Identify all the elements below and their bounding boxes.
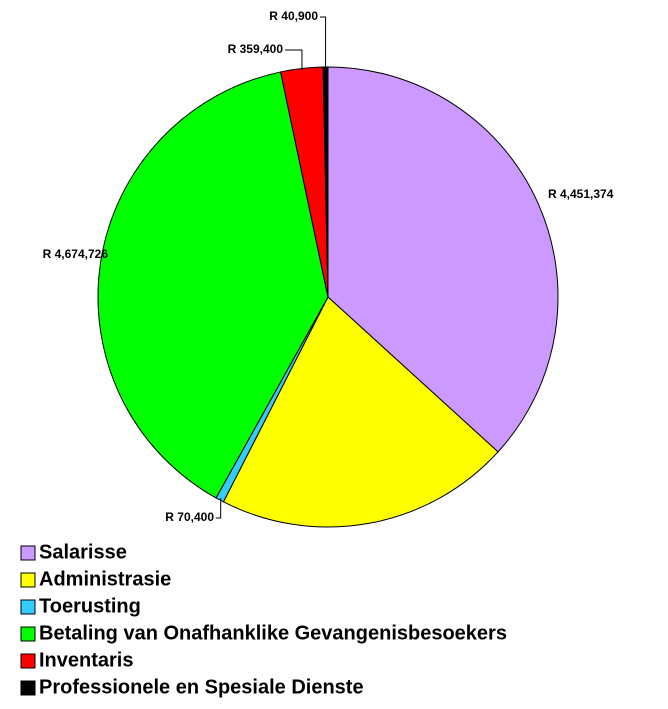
data-label: R 40,900 (269, 9, 318, 23)
pie-slice (327, 66, 559, 453)
legend-label: Toerusting (39, 595, 141, 617)
legend-label: Inventaris (39, 649, 133, 671)
legend-label: Betaling van Onafhanklike Gevangenisbeso… (39, 622, 507, 644)
legend-label: Professionele en Spesiale Dienste (39, 676, 364, 698)
data-label: R 359,400 (228, 42, 284, 56)
pie-slice (97, 71, 329, 499)
leader-line (285, 49, 303, 71)
data-label: R 4,674,726 (43, 247, 109, 261)
leader-line (216, 498, 222, 519)
data-label: R 70,400 (165, 510, 214, 524)
legend-label: Salarisse (39, 541, 127, 563)
legend-swatch (20, 599, 36, 615)
legend-swatch (20, 545, 36, 561)
pie-slice (222, 296, 499, 528)
legend-swatch (20, 653, 36, 669)
legend-swatch (20, 626, 36, 642)
legend-swatch (20, 680, 36, 696)
legend-label: Administrasie (39, 568, 171, 590)
legend-swatch (20, 572, 36, 588)
data-label: R 4,451,374 (548, 187, 614, 201)
leader-line (320, 16, 327, 70)
